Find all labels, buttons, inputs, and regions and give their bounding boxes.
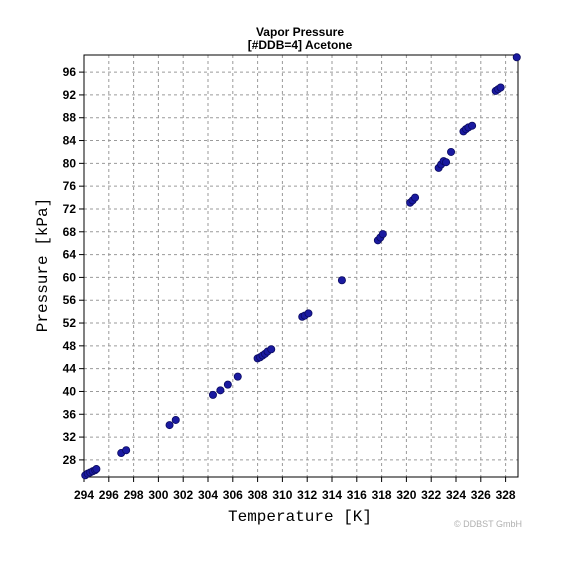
y-tick-label: 48 (63, 339, 77, 353)
x-tick-label: 326 (471, 488, 491, 502)
data-point (171, 415, 180, 424)
chart-subtitle: [#DDB=4] Acetone (248, 38, 353, 52)
data-point (267, 345, 276, 354)
data-point (337, 276, 346, 285)
chart-title: Vapor Pressure (256, 25, 344, 39)
y-tick-label: 72 (63, 202, 77, 216)
data-point (208, 390, 217, 399)
y-tick-label: 92 (63, 88, 77, 102)
y-axis-label: Pressure [kPa] (34, 198, 52, 332)
x-tick-label: 324 (446, 488, 466, 502)
y-tick-label: 44 (63, 362, 77, 376)
data-point (496, 83, 505, 92)
x-tick-label: 322 (421, 488, 441, 502)
y-tick-label: 88 (63, 111, 77, 125)
data-point (447, 147, 456, 156)
y-tick-label: 60 (63, 270, 77, 284)
data-point (304, 309, 313, 318)
data-point (468, 121, 477, 130)
y-tick-label: 76 (63, 179, 77, 193)
data-point (165, 421, 174, 430)
x-tick-label: 318 (372, 488, 392, 502)
y-tick-label: 80 (63, 156, 77, 170)
y-tick-label: 52 (63, 316, 77, 330)
data-point (411, 193, 420, 202)
x-tick-label: 314 (322, 488, 342, 502)
x-tick-label: 316 (347, 488, 367, 502)
x-tick-label: 306 (223, 488, 243, 502)
data-point (233, 372, 242, 381)
y-tick-label: 40 (63, 384, 77, 398)
y-tick-label: 64 (63, 248, 77, 262)
data-points (81, 53, 521, 480)
x-tick-label: 298 (124, 488, 144, 502)
grid-lines (83, 55, 518, 477)
data-point (378, 230, 387, 239)
plot-area-frame (83, 54, 519, 478)
x-tick-label: 294 (74, 488, 94, 502)
x-tick-label: 320 (396, 488, 416, 502)
y-tick-label: 96 (63, 65, 77, 79)
x-tick-label: 310 (272, 488, 292, 502)
y-tick-label: 84 (63, 134, 77, 148)
data-point (92, 465, 101, 474)
x-tick-label: 328 (496, 488, 516, 502)
y-tick-label: 32 (63, 430, 77, 444)
x-tick-label: 308 (248, 488, 268, 502)
x-tick-label: 300 (148, 488, 168, 502)
copyright-text: © DDBST GmbH (454, 519, 522, 529)
data-point (512, 53, 521, 62)
y-tick-label: 28 (63, 453, 77, 467)
axis-ticks: 294 296 298 300 302 304 306 308 310 312 314 316 318 3… (63, 65, 516, 502)
x-tick-label: 304 (198, 488, 218, 502)
x-tick-label: 302 (173, 488, 193, 502)
x-tick-label: 312 (297, 488, 317, 502)
data-point (122, 446, 131, 455)
x-tick-label: 296 (99, 488, 119, 502)
data-point (216, 386, 225, 395)
y-tick-label: 36 (63, 407, 77, 421)
y-tick-label: 56 (63, 293, 77, 307)
x-axis-label: Temperature [K] (228, 508, 372, 526)
data-point (223, 380, 232, 389)
y-tick-label: 68 (63, 225, 77, 239)
data-point (442, 158, 451, 167)
